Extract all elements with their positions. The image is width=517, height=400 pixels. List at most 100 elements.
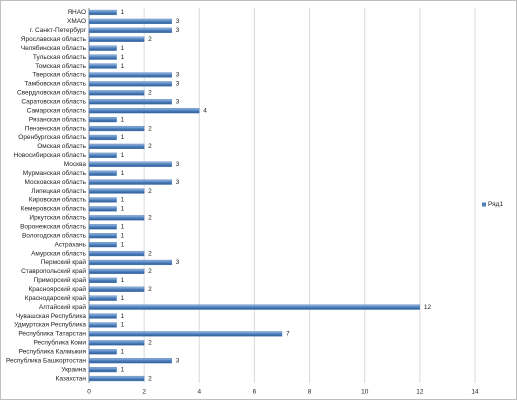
data-label: 1 bbox=[121, 295, 125, 302]
bar bbox=[88, 188, 145, 194]
data-label: 3 bbox=[176, 81, 180, 88]
data-label: 1 bbox=[121, 54, 125, 61]
bar bbox=[88, 116, 117, 123]
x-tick-label: 10 bbox=[361, 389, 369, 396]
data-label: 2 bbox=[148, 143, 152, 150]
data-label: 3 bbox=[176, 18, 180, 25]
bar bbox=[88, 313, 117, 319]
data-label: 1 bbox=[121, 277, 125, 284]
bar bbox=[88, 197, 117, 203]
bar bbox=[88, 224, 117, 230]
bar bbox=[88, 161, 172, 167]
bar bbox=[88, 90, 145, 96]
data-label: 2 bbox=[148, 215, 152, 222]
bar bbox=[88, 134, 117, 141]
x-tick-label: 2 bbox=[142, 389, 146, 396]
y-tick-label: Тульская область bbox=[33, 53, 87, 61]
y-tick-label: Украина bbox=[61, 366, 86, 373]
data-label: 2 bbox=[148, 250, 152, 257]
y-tick-label: Московская область bbox=[24, 178, 86, 186]
y-tick-label: Иркутская область bbox=[29, 214, 86, 222]
legend-swatch bbox=[482, 202, 486, 207]
data-label: 2 bbox=[148, 125, 152, 132]
data-label: 2 bbox=[148, 188, 152, 195]
y-tick-label: Республика Башкортостан bbox=[6, 356, 86, 364]
bar bbox=[88, 9, 117, 16]
y-tick-label: Красноярский край bbox=[29, 285, 87, 293]
y-tick-label: Удмуртская Республика bbox=[14, 321, 86, 329]
bar bbox=[88, 250, 145, 257]
y-tick-label: Республика Коми bbox=[33, 339, 86, 347]
y-tick-label: Оренбургская область bbox=[18, 133, 86, 141]
data-label: 1 bbox=[121, 313, 125, 320]
bar bbox=[88, 54, 117, 60]
data-label: 4 bbox=[203, 107, 207, 114]
legend-label: Ряд1 bbox=[488, 201, 503, 208]
bar bbox=[88, 63, 117, 69]
data-label: 1 bbox=[121, 241, 125, 248]
y-tick-label: Самарская область bbox=[27, 106, 87, 114]
bar bbox=[88, 375, 145, 382]
y-tick-label: Вологодская область bbox=[22, 231, 87, 239]
data-label: 1 bbox=[121, 348, 125, 355]
y-tick-label: Томская область bbox=[35, 62, 86, 70]
bar bbox=[88, 277, 117, 283]
data-label: 2 bbox=[148, 36, 152, 43]
data-label: 3 bbox=[176, 27, 180, 34]
y-tick-label: Кемеровская область bbox=[21, 205, 87, 213]
bar bbox=[88, 18, 172, 25]
bar bbox=[88, 143, 145, 150]
data-label: 1 bbox=[121, 223, 125, 230]
data-label: 7 bbox=[286, 331, 290, 338]
y-tick-label: ЯНАО bbox=[67, 9, 86, 16]
y-tick-label: Чувашская Республика bbox=[16, 312, 87, 320]
y-tick-label: Ставропольский край bbox=[21, 267, 86, 275]
x-tick-label: 8 bbox=[308, 389, 312, 396]
data-label: 12 bbox=[424, 304, 432, 311]
y-tick-label: Липецкая область bbox=[31, 187, 86, 195]
data-label: 2 bbox=[148, 268, 152, 275]
data-label: 1 bbox=[121, 152, 125, 159]
y-tick-label: Краснодарский край bbox=[25, 294, 87, 302]
bar bbox=[88, 331, 283, 337]
bar bbox=[88, 152, 117, 158]
bar bbox=[88, 241, 117, 248]
y-tick-label: ХМАО bbox=[67, 18, 86, 25]
data-label: 2 bbox=[148, 375, 152, 382]
y-tick-label: Ярославская область bbox=[21, 35, 87, 43]
data-label: 3 bbox=[176, 259, 180, 266]
x-tick-label: 6 bbox=[253, 389, 257, 396]
data-label: 1 bbox=[121, 197, 125, 204]
data-label: 2 bbox=[148, 286, 152, 293]
data-label: 1 bbox=[121, 170, 125, 177]
y-tick-label: Пермский край bbox=[41, 258, 87, 266]
y-tick-label: Пензенская область bbox=[25, 124, 87, 132]
bar bbox=[88, 179, 172, 185]
bar bbox=[88, 27, 172, 33]
bar bbox=[88, 108, 200, 114]
data-label: 1 bbox=[121, 206, 125, 213]
data-label: 1 bbox=[121, 366, 125, 373]
data-label: 3 bbox=[176, 72, 180, 79]
bar bbox=[88, 233, 117, 239]
data-label: 2 bbox=[148, 90, 152, 97]
data-label: 1 bbox=[121, 134, 125, 141]
data-label: 3 bbox=[176, 179, 180, 186]
y-tick-label: Тверская область bbox=[32, 71, 86, 79]
x-tick-label: 14 bbox=[471, 389, 479, 396]
bar bbox=[88, 259, 172, 266]
y-tick-label: Приморский край bbox=[34, 276, 87, 284]
y-tick-label: Челябинская область bbox=[21, 44, 87, 52]
y-tick-label: Астрахань bbox=[54, 241, 86, 248]
y-tick-label: Республика Калмыкия bbox=[19, 347, 87, 355]
data-label: 3 bbox=[176, 98, 180, 105]
y-tick-label: Омская область bbox=[37, 142, 86, 150]
y-tick-label: Тамбовская область bbox=[24, 80, 86, 88]
y-tick-label: Воронежская область bbox=[20, 222, 87, 230]
bar bbox=[88, 72, 172, 78]
y-tick-label: Алтайский край bbox=[39, 303, 87, 311]
y-tick-label: г. Санкт-Петербург bbox=[30, 26, 87, 34]
y-tick-label: Амурская область bbox=[31, 249, 87, 257]
data-label: 1 bbox=[121, 63, 125, 70]
bar bbox=[88, 81, 172, 87]
